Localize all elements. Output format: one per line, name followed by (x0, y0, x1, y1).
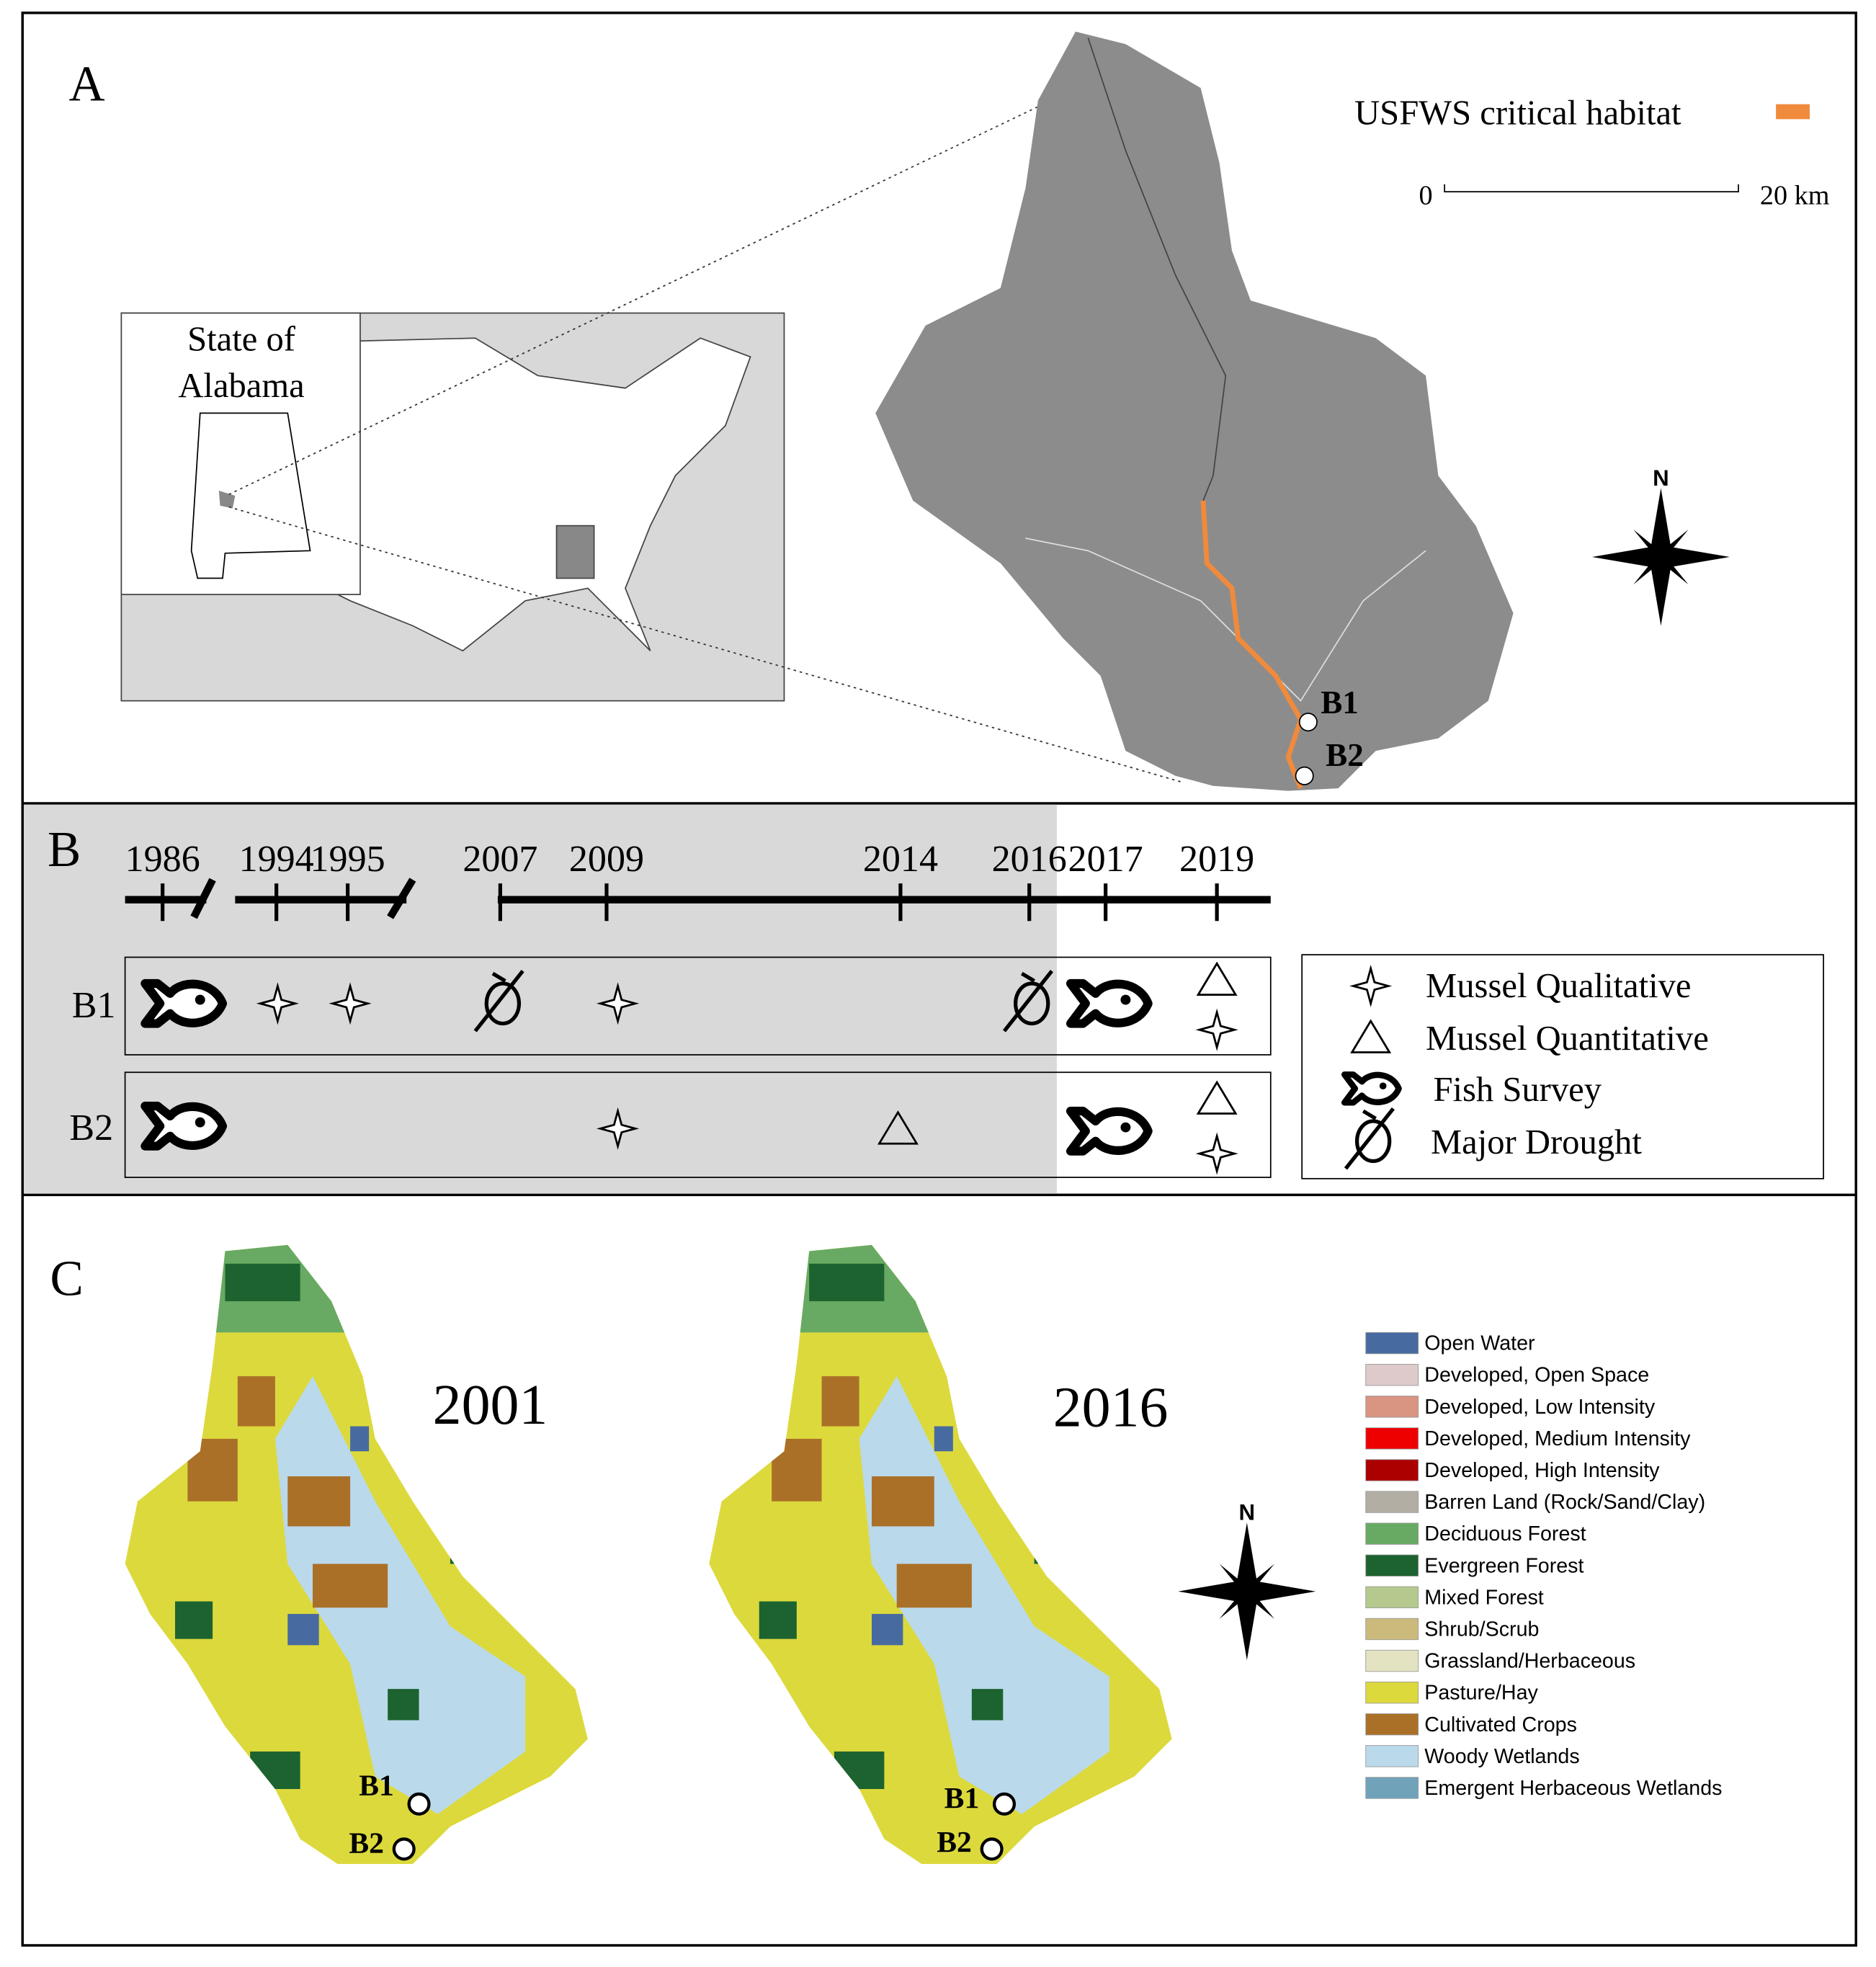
legend-swatch (1365, 1491, 1419, 1513)
year-label: 1986 (125, 839, 200, 880)
year-label: 2019 (1179, 839, 1254, 880)
map-year: 2016 (1053, 1376, 1169, 1440)
map-year: 2001 (433, 1373, 548, 1437)
critical-habitat (1200, 500, 1304, 790)
row-label: B1 (72, 985, 116, 1026)
alabama-inset (120, 312, 361, 595)
site-label: B2 (1326, 737, 1364, 773)
legend-label: Developed, Open Space (1424, 1364, 1649, 1387)
site-label: B2 (349, 1827, 384, 1860)
scale-label: 0 (1419, 180, 1432, 210)
legend-label: Developed, High Intensity (1424, 1459, 1660, 1482)
alabama-highlight (555, 525, 595, 579)
year-label: 2009 (569, 839, 644, 880)
legend-swatch (1365, 1522, 1419, 1545)
year-label: 1994 (239, 839, 314, 880)
legend-label: Mussel Quantitative (1426, 1019, 1709, 1058)
legend-swatch (1365, 1649, 1419, 1672)
legend-label: Woody Wetlands (1424, 1745, 1579, 1768)
land-cover-map (697, 1239, 1184, 1876)
north-arrow (1591, 488, 1730, 626)
legend-label: Mixed Forest (1424, 1586, 1543, 1609)
legend-label: Major Drought (1431, 1123, 1642, 1161)
legend-label: Evergreen Forest (1424, 1554, 1584, 1577)
legend-label: Developed, Medium Intensity (1424, 1427, 1691, 1450)
legend-box (1301, 954, 1824, 1179)
legend-swatch (1365, 1777, 1419, 1799)
legend-swatch (1365, 1459, 1419, 1481)
legend-label: USFWS critical habitat (1354, 93, 1681, 132)
legend-label: Developed, Low Intensity (1424, 1396, 1656, 1419)
legend-label: Fish Survey (1433, 1070, 1602, 1109)
inset-title: Alabama (178, 366, 304, 405)
panel-label: B (48, 822, 81, 878)
site-label: B1 (359, 1770, 394, 1803)
legend-swatch (1365, 1332, 1419, 1355)
legend-label: Mussel Qualitative (1426, 966, 1691, 1005)
scale-label: 20 km (1760, 180, 1830, 210)
legend-label: Grassland/Herbaceous (1424, 1650, 1635, 1673)
year-label: 2016 (992, 839, 1067, 880)
inset-title: State of (187, 320, 296, 359)
watershed-location (218, 491, 236, 509)
legend-label: Open Water (1424, 1332, 1535, 1355)
legend-swatch (1365, 1713, 1419, 1736)
year-label: 1995 (311, 839, 385, 880)
legend-swatch (1365, 1554, 1419, 1576)
legend-swatch (1365, 1745, 1419, 1767)
site-label: B1 (944, 1782, 980, 1815)
legend-label: Pasture/Hay (1424, 1682, 1538, 1705)
year-label: 2014 (863, 839, 938, 880)
legend-swatch (1365, 1681, 1419, 1704)
timeline (125, 878, 1271, 919)
panel-label: C (50, 1251, 83, 1306)
frame (21, 12, 1857, 1947)
year-label: 2007 (463, 839, 537, 880)
legend-swatch (1365, 1396, 1419, 1418)
legend-swatch (1365, 1586, 1419, 1609)
legend-swatch (1365, 1364, 1419, 1386)
north-arrow (1178, 1522, 1316, 1661)
alabama-outline (190, 412, 311, 579)
legend-swatch (1365, 1427, 1419, 1450)
year-label: 2017 (1068, 839, 1143, 880)
callout-lines (228, 106, 1182, 783)
row-box (124, 1071, 1272, 1178)
row-label: B2 (69, 1107, 113, 1148)
stream (1087, 37, 1227, 501)
site-marker (1295, 766, 1314, 785)
north-label: N (1239, 1500, 1256, 1525)
legend-swatch (1365, 1618, 1419, 1641)
legend-label: Deciduous Forest (1424, 1522, 1586, 1546)
legend-label: Shrub/Scrub (1424, 1618, 1539, 1641)
panel-label: A (68, 56, 104, 112)
site-markers (392, 1792, 1017, 1861)
north-label: N (1653, 465, 1669, 491)
legend-label: Barren Land (Rock/Sand/Clay) (1424, 1491, 1705, 1514)
legend-label: Cultivated Crops (1424, 1713, 1577, 1736)
site-marker (1298, 713, 1318, 732)
land-cover-map (112, 1239, 600, 1876)
site-label: B1 (1321, 684, 1359, 721)
legend-label: Emergent Herbaceous Wetlands (1424, 1777, 1722, 1800)
row-box (124, 956, 1272, 1056)
watershed (875, 31, 1514, 791)
site-label: B2 (937, 1826, 972, 1859)
scale-bar (1444, 184, 1739, 192)
